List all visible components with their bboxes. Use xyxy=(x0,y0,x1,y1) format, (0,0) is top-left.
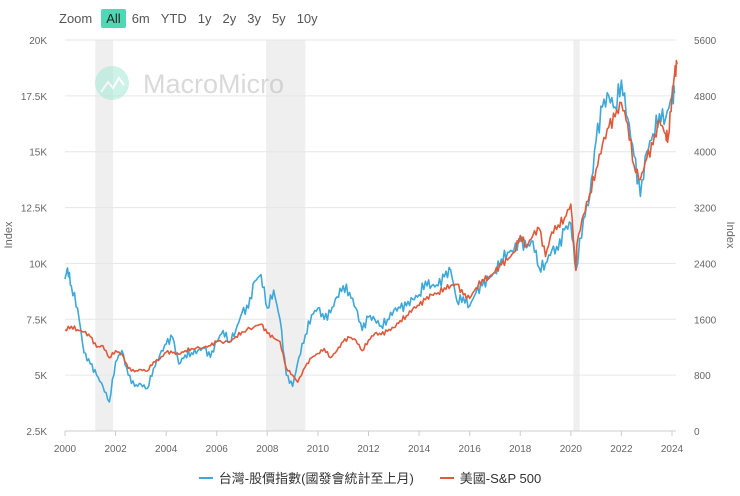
recession-band xyxy=(573,40,580,431)
zoom-6m-button[interactable]: 6m xyxy=(131,11,150,26)
legend-label-sp500: 美國-S&P 500 xyxy=(459,471,542,486)
x-tick-label: 2000 xyxy=(54,444,77,455)
y-right-tick-label: 3200 xyxy=(694,204,717,215)
y-right-tick-label: 800 xyxy=(694,371,711,382)
legend: 台灣-股價指數(國發會統計至上月) 美國-S&P 500 xyxy=(0,468,740,487)
x-tick-label: 2012 xyxy=(357,444,380,455)
zoom-label: Zoom xyxy=(59,11,93,26)
legend-swatch-taiwan xyxy=(198,476,213,479)
zoom-5y-button[interactable]: 5y xyxy=(271,11,286,26)
y-left-axis-title: Index xyxy=(3,221,15,248)
watermark: MacroMicro xyxy=(95,66,284,100)
x-tick-label: 2004 xyxy=(155,444,178,455)
y-right-tick-label: 0 xyxy=(694,427,700,438)
y-right-tick-label: 1600 xyxy=(694,315,717,326)
taiwan-index-line[interactable] xyxy=(64,79,676,403)
y-left-tick-label: 5K xyxy=(35,371,48,382)
x-tick-label: 2020 xyxy=(560,444,583,455)
watermark-logo-icon xyxy=(95,66,129,100)
watermark-text: MacroMicro xyxy=(143,69,284,99)
x-tick-label: 2010 xyxy=(307,444,330,455)
x-tick-label: 2018 xyxy=(509,444,532,455)
y-right-axis-title: Index xyxy=(724,222,736,249)
zoom-2y-button[interactable]: 2y xyxy=(222,11,237,26)
x-tick-label: 2022 xyxy=(610,444,633,455)
legend-item-taiwan[interactable]: 台灣-股價指數(國發會統計至上月) xyxy=(198,468,414,487)
y-left-tick-label: 12.5K xyxy=(21,204,47,215)
x-tick-label: 2008 xyxy=(256,444,279,455)
y-right-tick-label: 5600 xyxy=(694,36,717,47)
y-left-tick-label: 20K xyxy=(29,36,47,47)
zoom-1y-button[interactable]: 1y xyxy=(197,11,212,26)
y-right-tick-label: 4800 xyxy=(694,92,717,103)
zoom-all-button[interactable]: All xyxy=(101,9,126,28)
zoom-3y-button[interactable]: 3y xyxy=(247,11,261,26)
legend-item-sp500[interactable]: 美國-S&P 500 xyxy=(439,468,542,487)
y-left-tick-label: 15K xyxy=(29,148,47,159)
y-right-tick-label: 2400 xyxy=(694,259,717,270)
recession-band xyxy=(95,40,114,431)
x-tick-label: 2006 xyxy=(206,444,229,455)
x-tick-label: 2002 xyxy=(104,444,127,455)
zoom-10y-button[interactable]: 10y xyxy=(296,11,318,26)
y-left-tick-label: 10K xyxy=(29,259,47,270)
x-tick-label: 2024 xyxy=(661,444,684,455)
legend-swatch-sp500 xyxy=(439,476,454,479)
x-tick-label: 2016 xyxy=(459,444,482,455)
legend-label-taiwan: 台灣-股價指數(國發會統計至上月) xyxy=(218,471,414,486)
zoom-ytd-button[interactable]: YTD xyxy=(160,11,187,26)
x-tick-label: 2014 xyxy=(408,444,431,455)
y-right-tick-label: 4000 xyxy=(694,148,717,159)
y-left-tick-label: 7.5K xyxy=(26,315,47,326)
y-left-tick-label: 2.5K xyxy=(26,427,47,438)
sp500-line[interactable] xyxy=(64,59,678,383)
y-left-tick-label: 17.5K xyxy=(21,92,47,103)
zoom-range-selector: Zoom All 6m YTD 1y 2y 3y 5y 10y xyxy=(59,9,324,28)
